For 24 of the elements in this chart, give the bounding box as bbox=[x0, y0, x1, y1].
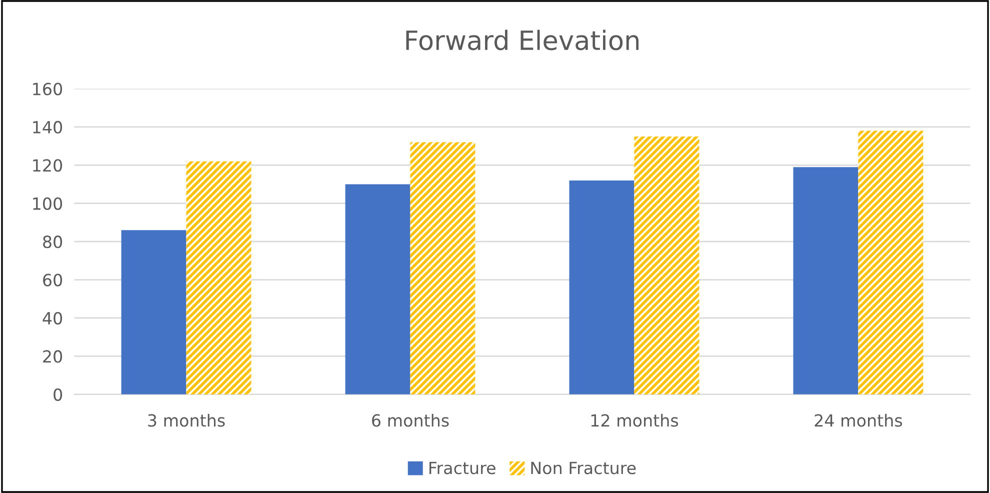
y-tick-label: 140 bbox=[33, 120, 62, 134]
x-tick-label: 24 months bbox=[814, 414, 902, 427]
bar bbox=[186, 161, 252, 394]
legend-label: Fracture bbox=[429, 462, 496, 474]
y-tick-label: 20 bbox=[43, 350, 62, 363]
y-tick-label: 80 bbox=[43, 236, 62, 248]
x-tick-label: 6 months bbox=[372, 414, 449, 427]
bar bbox=[569, 180, 634, 394]
bar bbox=[121, 230, 186, 394]
bar bbox=[634, 136, 700, 394]
y-tick-label: 100 bbox=[33, 197, 62, 210]
y-tick-label: 60 bbox=[43, 274, 62, 286]
y-tick-label: 0 bbox=[54, 388, 62, 401]
bar bbox=[858, 130, 924, 394]
x-tick-label: 3 months bbox=[148, 414, 225, 427]
x-tick-label: 12 months bbox=[591, 414, 678, 427]
bar bbox=[793, 167, 858, 394]
y-tick-label: 40 bbox=[42, 312, 62, 325]
bar bbox=[410, 142, 476, 394]
chart-title: Forward Elevation bbox=[406, 30, 639, 50]
bar bbox=[345, 184, 410, 394]
legend-label: Non Fracture bbox=[531, 462, 636, 474]
y-tick-label: 160 bbox=[33, 82, 62, 96]
y-tick-label: 120 bbox=[33, 159, 62, 172]
